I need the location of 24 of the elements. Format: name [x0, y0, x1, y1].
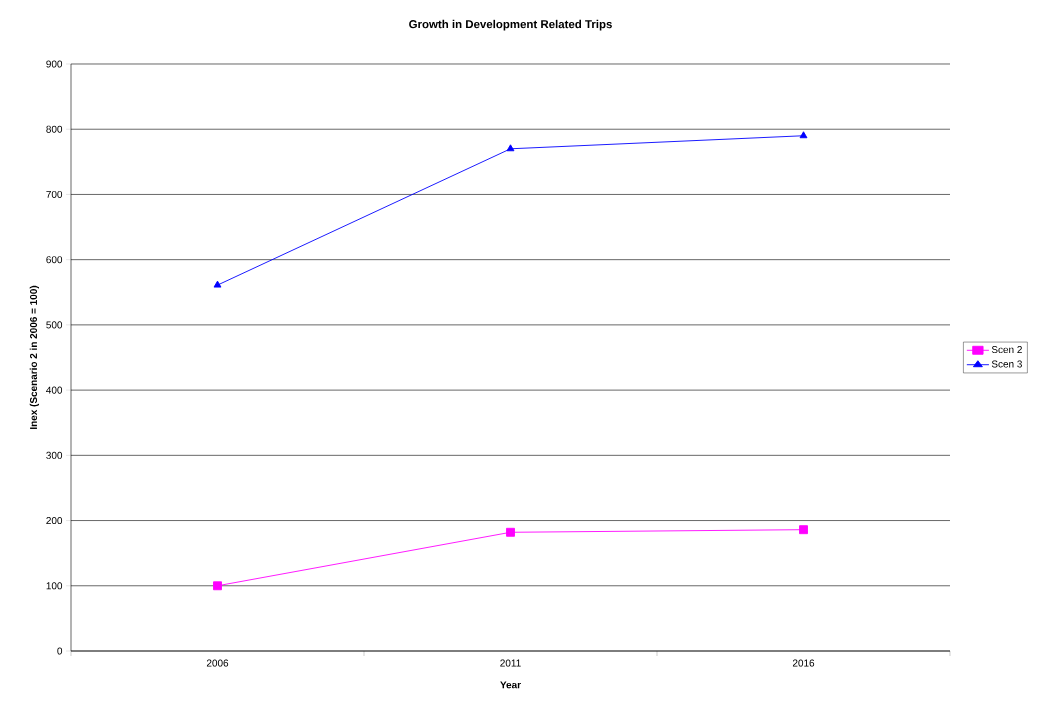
y-tick-label: 500 [46, 321, 63, 329]
x-tick-label: 2006 [206, 659, 229, 667]
legend-label: Scen 3 [991, 360, 1022, 368]
y-tick-label: 0 [57, 647, 63, 655]
x-axis-title: Year [500, 681, 521, 689]
point [799, 131, 808, 139]
y-tick-label: 400 [46, 386, 63, 394]
point [506, 144, 515, 152]
y-axis-title: Inex (Scenario 2 in 2006 = 100) [29, 285, 40, 429]
y-tick-label: 700 [46, 190, 63, 198]
y-tick-label: 200 [46, 517, 63, 525]
chart-title: Growth in Development Related Trips [409, 19, 612, 31]
point [213, 280, 222, 288]
y-tick-label: 900 [46, 60, 63, 68]
y-tick-label: 300 [46, 451, 63, 459]
x-tick-label: 2011 [500, 659, 521, 667]
y-tick-label: 100 [46, 582, 63, 590]
x-tick-label: 2016 [792, 659, 815, 667]
point [506, 527, 515, 537]
legend-label: Scen 2 [991, 346, 1022, 354]
y-tick-label: 800 [46, 125, 63, 133]
y-tick-label: 600 [46, 256, 63, 264]
point [799, 525, 808, 535]
point [213, 581, 222, 591]
